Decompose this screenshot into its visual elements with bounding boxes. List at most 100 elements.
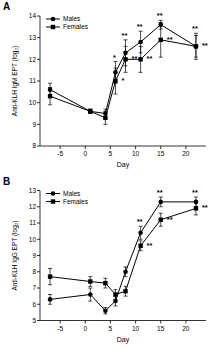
y-tick: [37, 16, 40, 17]
y-tick-label: 12: [29, 203, 37, 210]
y-tick: [37, 37, 40, 38]
legend-label: Males: [63, 15, 81, 22]
x-tick-label: 10: [132, 150, 140, 157]
x-axis-label: Day: [117, 336, 130, 344]
point: [103, 308, 108, 313]
y-tick-label: 13: [29, 34, 37, 41]
y-tick: [37, 223, 40, 224]
figure: A-505101520891011121314DayAnti-KLH IgM E…: [0, 0, 213, 349]
panel: A-505101520891011121314DayAnti-KLH IgM E…: [3, 1, 208, 169]
significance: **: [157, 11, 163, 20]
significance: **: [132, 54, 138, 63]
significance: **: [202, 41, 208, 50]
point: [48, 94, 52, 98]
error-bar: [88, 277, 92, 287]
error-bar: [194, 202, 198, 215]
error-bar: [139, 226, 143, 239]
error-bar: [113, 290, 117, 300]
y-tick: [37, 304, 40, 305]
point: [159, 38, 163, 42]
y-tick: [37, 271, 40, 272]
error-bar: [48, 88, 52, 105]
point: [194, 44, 199, 49]
error-bar: [48, 269, 52, 285]
y-tick: [37, 255, 40, 256]
point: [194, 206, 198, 210]
panel-label: A: [3, 1, 10, 12]
legend-marker: [51, 25, 55, 29]
y-tick: [37, 190, 40, 191]
error-bar: [124, 46, 128, 72]
error-bar: [139, 241, 143, 251]
error-bar: [194, 33, 198, 59]
x-axis: [40, 320, 206, 321]
point: [48, 274, 52, 278]
x-tick-label: -5: [57, 150, 63, 157]
significance: **: [137, 217, 143, 226]
significance: **: [192, 188, 198, 197]
x-tick: [60, 146, 61, 149]
x-tick-label: 15: [157, 150, 165, 157]
annotations: ************: [137, 188, 208, 250]
x-tick: [185, 146, 186, 149]
y-tick: [37, 206, 40, 207]
point: [123, 269, 128, 274]
x-tick: [60, 321, 61, 324]
x-tick-label: 5: [109, 325, 113, 332]
y-tick-label: 9: [32, 121, 36, 128]
y-tick: [37, 81, 40, 82]
annotations: ******************: [113, 11, 208, 85]
point: [138, 230, 143, 235]
legend: MalesFemales: [46, 190, 89, 205]
point: [88, 109, 93, 114]
point: [159, 218, 163, 222]
error-bar: [88, 288, 92, 301]
legend-label: Males: [63, 190, 81, 197]
x-axis-label: Day: [117, 161, 130, 169]
legend-label: Females: [63, 198, 89, 205]
significance: **: [202, 203, 208, 212]
error-bar: [159, 213, 163, 226]
point: [88, 279, 92, 283]
significance: **: [192, 24, 198, 33]
y-tick-label: 5: [32, 317, 36, 324]
x-tick-label: -5: [57, 325, 63, 332]
y-tick-label: 11: [29, 77, 36, 84]
y-tick-label: 7: [32, 284, 36, 291]
legend-marker: [51, 199, 55, 203]
legend: MalesFemales: [46, 15, 89, 30]
plot-area: [48, 197, 198, 314]
significance: *: [121, 76, 124, 85]
y-tick-label: 9: [32, 252, 36, 259]
significance: **: [167, 215, 173, 224]
point: [113, 79, 117, 83]
point: [194, 44, 198, 48]
y-tick: [37, 320, 40, 321]
series-line: [50, 208, 196, 294]
point: [113, 292, 117, 296]
x-tick: [135, 321, 136, 324]
x-tick: [85, 146, 86, 149]
significance: **: [167, 35, 173, 44]
y-tick-label: 11: [29, 219, 36, 226]
error-bar: [159, 23, 163, 58]
x-tick-label: 20: [182, 325, 190, 332]
point: [103, 116, 107, 120]
error-bar: [88, 109, 92, 113]
significance: **: [147, 54, 153, 63]
series-line: [50, 40, 196, 118]
point: [123, 57, 127, 61]
x-tick: [160, 146, 161, 149]
y-tick-label: 8: [32, 142, 36, 149]
x-tick-label: 20: [182, 150, 190, 157]
y-tick: [37, 124, 40, 125]
x-tick: [185, 321, 186, 324]
significance: **: [122, 31, 128, 40]
error-bar: [88, 109, 92, 113]
panel: B-5051015205678910111213DayAnti-KLH IgG …: [3, 176, 208, 344]
y-tick-label: 10: [29, 236, 37, 243]
error-bar: [48, 295, 52, 305]
y-tick-label: 6: [32, 301, 36, 308]
y-tick: [37, 288, 40, 289]
x-tick: [110, 146, 111, 149]
